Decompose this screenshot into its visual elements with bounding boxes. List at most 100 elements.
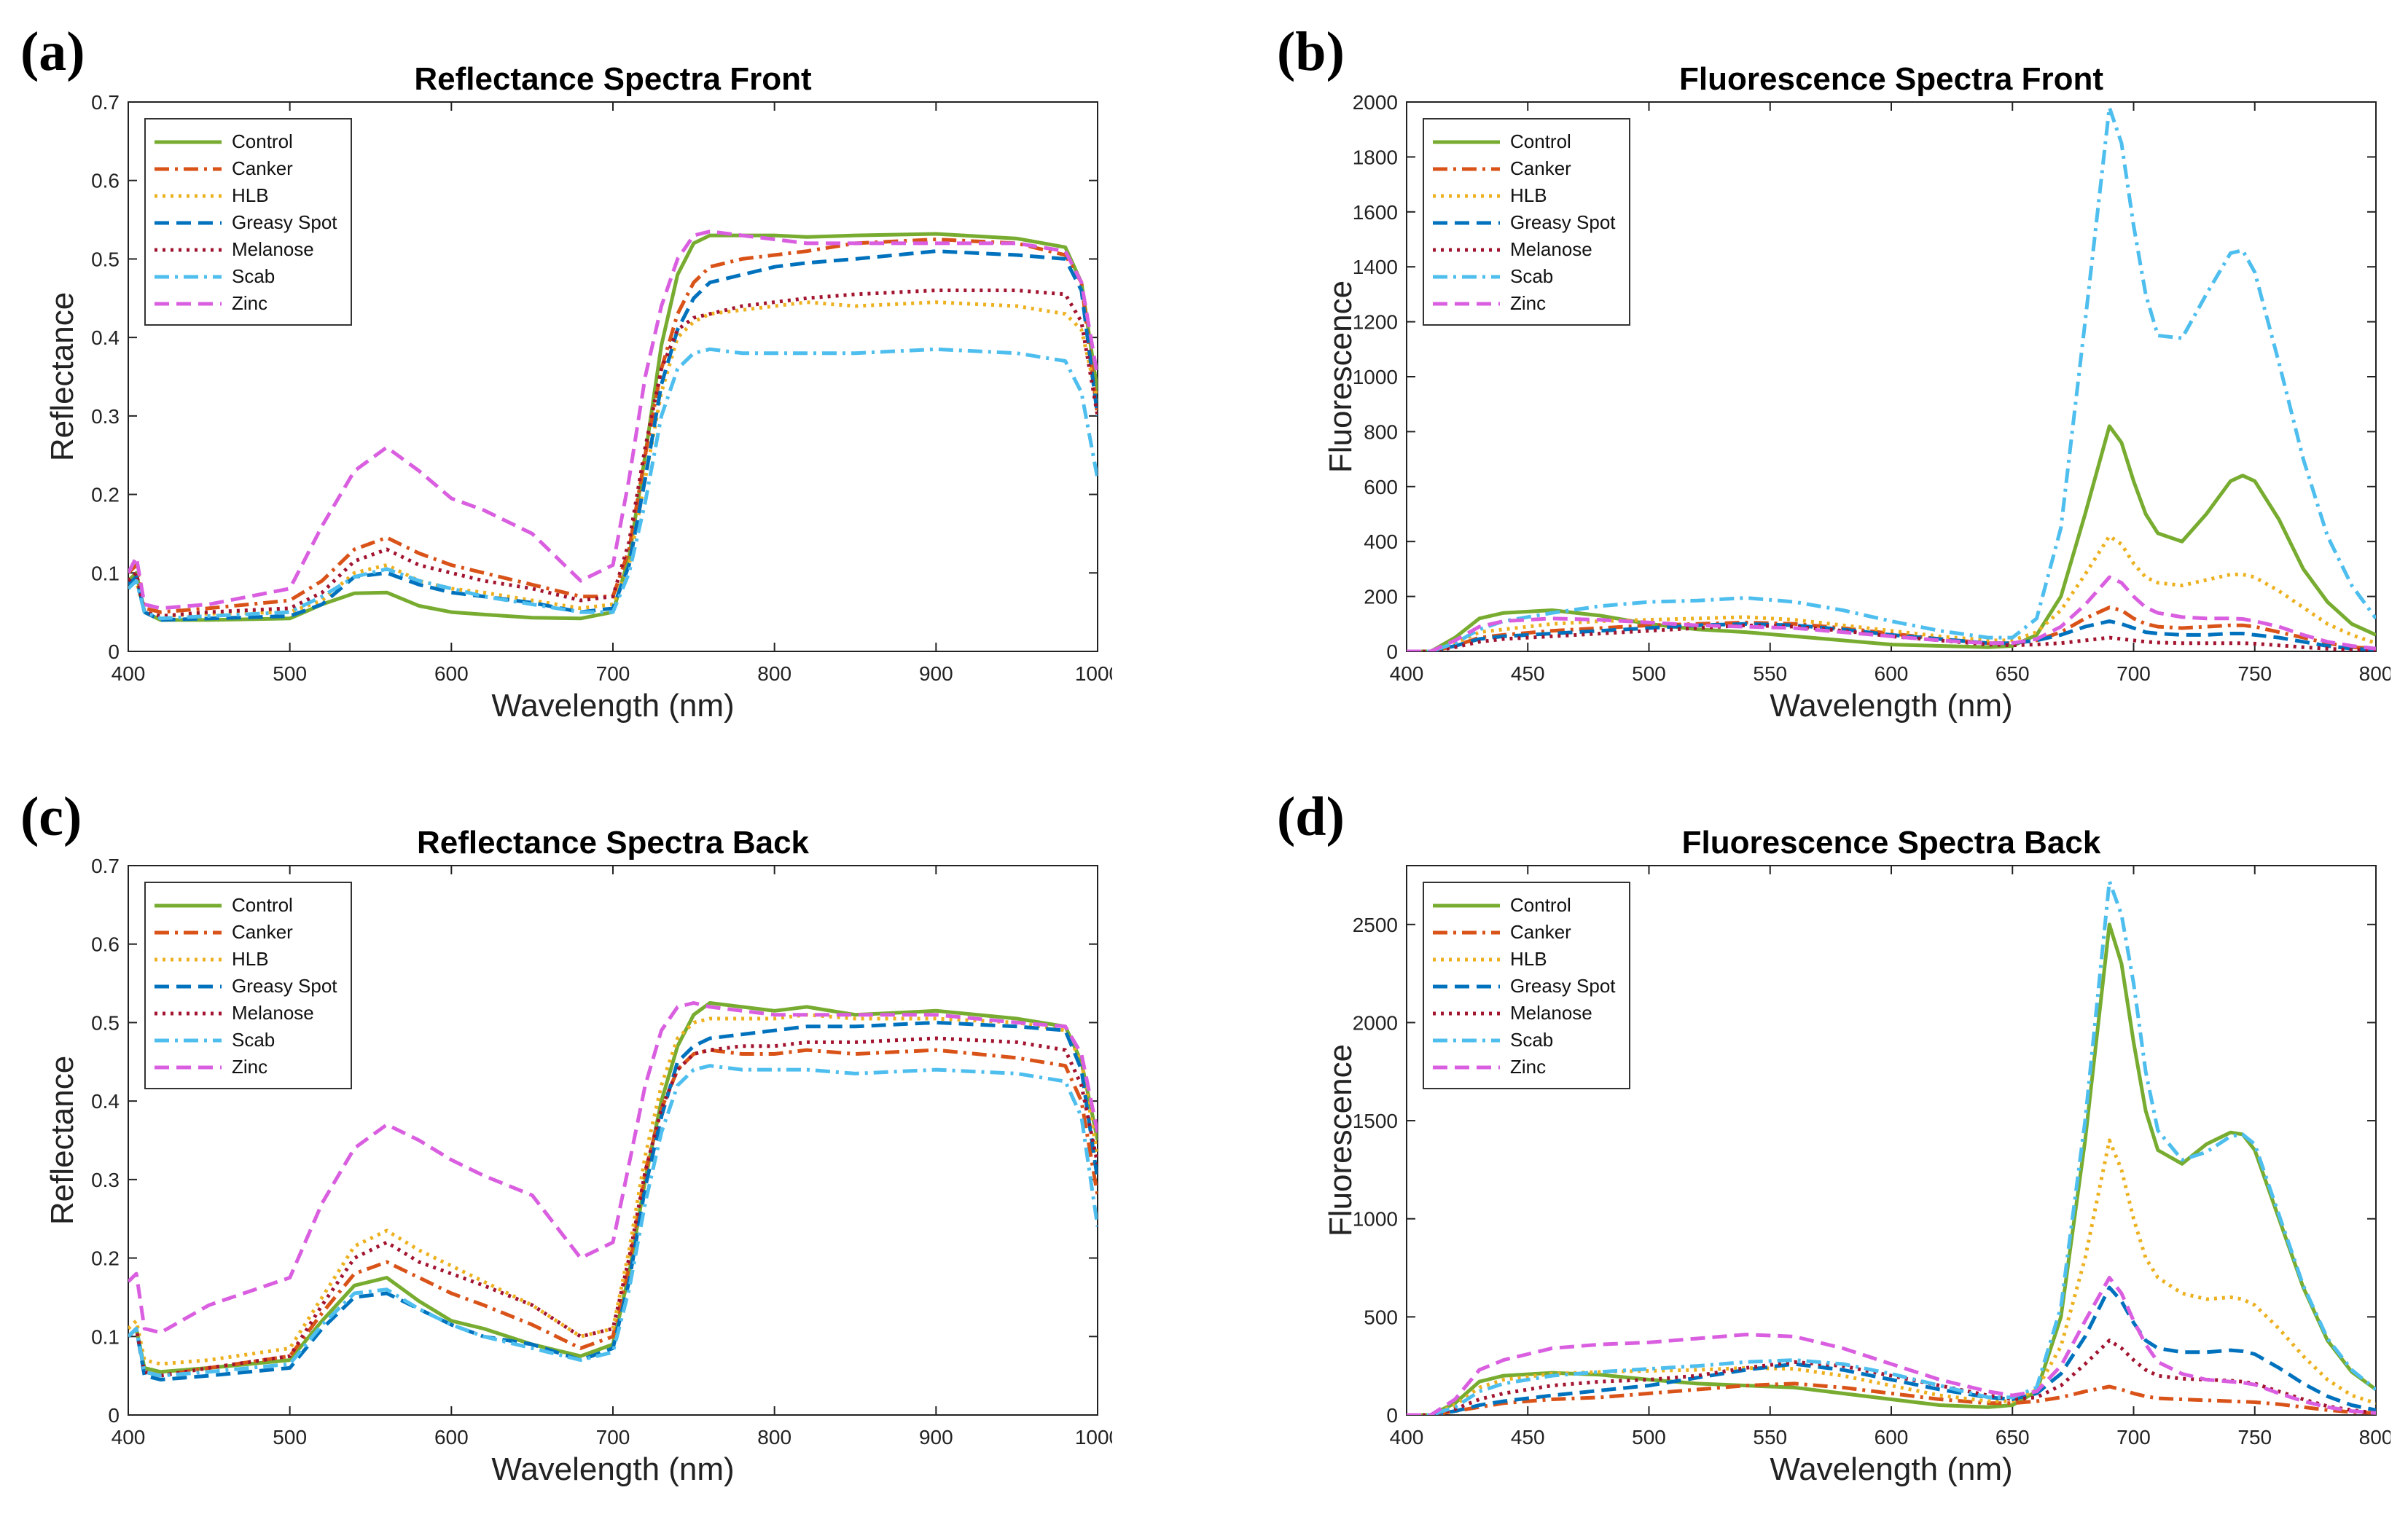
- series-line-greasy-spot: [1407, 619, 2376, 651]
- x-tick-label: 800: [2359, 1426, 2391, 1449]
- y-tick-label: 800: [1364, 420, 1398, 443]
- legend-item: Zinc: [153, 1054, 337, 1081]
- legend-label: Scab: [1510, 1029, 1554, 1051]
- legend-item: HLB: [153, 946, 337, 973]
- legend-label: Control: [232, 130, 293, 152]
- legend-label: Zinc: [1510, 1056, 1547, 1078]
- legend: Control Canker HLB Greasy Spot Melanose Scab Z…: [144, 882, 352, 1089]
- series-line-hlb: [128, 1013, 1098, 1366]
- x-tick-label: 450: [1511, 1426, 1545, 1449]
- y-tick-label: 0.6: [91, 170, 120, 192]
- y-tick-label: 0.7: [91, 95, 120, 114]
- series-line-zinc: [1407, 1276, 2376, 1415]
- x-tick-label: 700: [596, 662, 630, 685]
- chart-title: Fluorescence Spectra Back: [1681, 825, 2101, 861]
- legend-swatch: [1433, 194, 1500, 197]
- y-tick-label: 200: [1364, 586, 1398, 608]
- legend-label: Melanose: [1510, 1002, 1592, 1024]
- series-line-zinc: [1407, 575, 2376, 651]
- legend-swatch: [1433, 957, 1500, 961]
- x-tick-label: 650: [1995, 1426, 2030, 1449]
- legend-item: Scab: [1431, 263, 1616, 290]
- series-line-melanose: [1407, 623, 2376, 651]
- legend-swatch: [1433, 984, 1500, 988]
- legend-label: HLB: [1510, 184, 1547, 206]
- x-tick-label: 800: [2359, 662, 2391, 685]
- series-line-canker: [128, 238, 1098, 614]
- y-tick-label: 0.4: [91, 326, 120, 349]
- legend-item: Greasy Spot: [153, 209, 337, 236]
- x-tick-label: 400: [1390, 662, 1424, 685]
- legend-item: Zinc: [1431, 290, 1616, 317]
- x-tick-label: 700: [596, 1426, 630, 1449]
- y-tick-label: 600: [1364, 476, 1398, 498]
- x-axis-label: Wavelength (nm): [491, 688, 735, 724]
- legend-swatch: [1433, 903, 1500, 907]
- legend-item: Melanose: [1431, 1000, 1616, 1027]
- legend-swatch: [155, 221, 222, 224]
- y-tick-label: 0.5: [91, 248, 120, 270]
- panel-label-b: (b): [1277, 21, 1345, 82]
- legend-item: Greasy Spot: [1431, 209, 1616, 236]
- legend-swatch: [155, 957, 222, 961]
- legend-swatch: [155, 167, 222, 170]
- x-tick-label: 800: [757, 1426, 791, 1449]
- y-tick-label: 0.5: [91, 1011, 120, 1034]
- legend-item: Melanose: [1431, 236, 1616, 263]
- legend-item: Melanose: [153, 1000, 337, 1027]
- legend-label: Control: [1510, 894, 1571, 916]
- legend-swatch: [155, 275, 222, 278]
- chart-4-svg: 400 450 500 550 600 650 700 750 800 0 500 1000 1500 2…: [1353, 865, 2391, 1449]
- legend-label: Canker: [232, 157, 293, 179]
- legend-label: Melanose: [232, 238, 314, 260]
- legend: Control Canker HLB Greasy Spot Melanose Scab Z…: [1423, 118, 1630, 326]
- legend-swatch: [1433, 167, 1500, 170]
- legend-label: Greasy Spot: [232, 211, 337, 233]
- legend-item: Scab: [1431, 1027, 1616, 1054]
- legend: Control Canker HLB Greasy Spot Melanose Scab Z…: [144, 118, 352, 326]
- x-tick-label: 500: [273, 1426, 307, 1449]
- legend-item: Greasy Spot: [1431, 973, 1616, 1000]
- legend-label: Canker: [1510, 921, 1571, 943]
- legend-label: HLB: [1510, 948, 1547, 970]
- legend-swatch: [1433, 140, 1500, 144]
- y-tick-label: 2000: [1353, 95, 1398, 114]
- legend-swatch: [155, 1011, 222, 1015]
- legend-label: Canker: [232, 921, 293, 943]
- x-tick-label: 700: [2116, 1426, 2151, 1449]
- legend-swatch: [1433, 1011, 1500, 1015]
- series-line-melanose: [128, 289, 1098, 618]
- legend-swatch: [1433, 275, 1500, 278]
- x-tick-label: 750: [2237, 662, 2272, 685]
- chart-title: Reflectance Spectra Back: [416, 825, 810, 861]
- legend-item: Canker: [153, 155, 337, 182]
- legend-item: HLB: [1431, 182, 1616, 209]
- legend-label: Canker: [1510, 157, 1571, 179]
- legend-label: Greasy Spot: [1510, 211, 1616, 233]
- legend-item: Control: [153, 128, 337, 155]
- x-tick-label: 700: [2116, 662, 2151, 685]
- series-line-scab: [1407, 106, 2376, 651]
- legend-label: Scab: [1510, 265, 1554, 287]
- series-line-control: [1407, 424, 2376, 651]
- y-tick-label: 1400: [1353, 256, 1398, 278]
- x-tick-label: 900: [919, 1426, 953, 1449]
- legend-swatch: [1433, 1038, 1500, 1042]
- legend-swatch: [155, 1065, 222, 1069]
- x-tick-label: 800: [757, 662, 791, 685]
- legend-swatch: [1433, 930, 1500, 934]
- y-tick-label: 0.2: [91, 484, 120, 506]
- x-tick-label: 900: [919, 662, 953, 685]
- x-axis-label: Wavelength (nm): [1770, 688, 2013, 724]
- y-tick-label: 1200: [1353, 311, 1398, 334]
- legend-item: Control: [153, 892, 337, 919]
- x-axis-label: Wavelength (nm): [1770, 1451, 2013, 1487]
- x-tick-label: 600: [1875, 1426, 1909, 1449]
- legend-swatch: [1433, 221, 1500, 224]
- legend-label: Greasy Spot: [232, 975, 337, 997]
- x-tick-label: 750: [2237, 1426, 2272, 1449]
- legend-swatch: [1433, 1065, 1500, 1069]
- legend-label: Control: [232, 894, 293, 916]
- y-tick-label: 0.3: [91, 1169, 120, 1191]
